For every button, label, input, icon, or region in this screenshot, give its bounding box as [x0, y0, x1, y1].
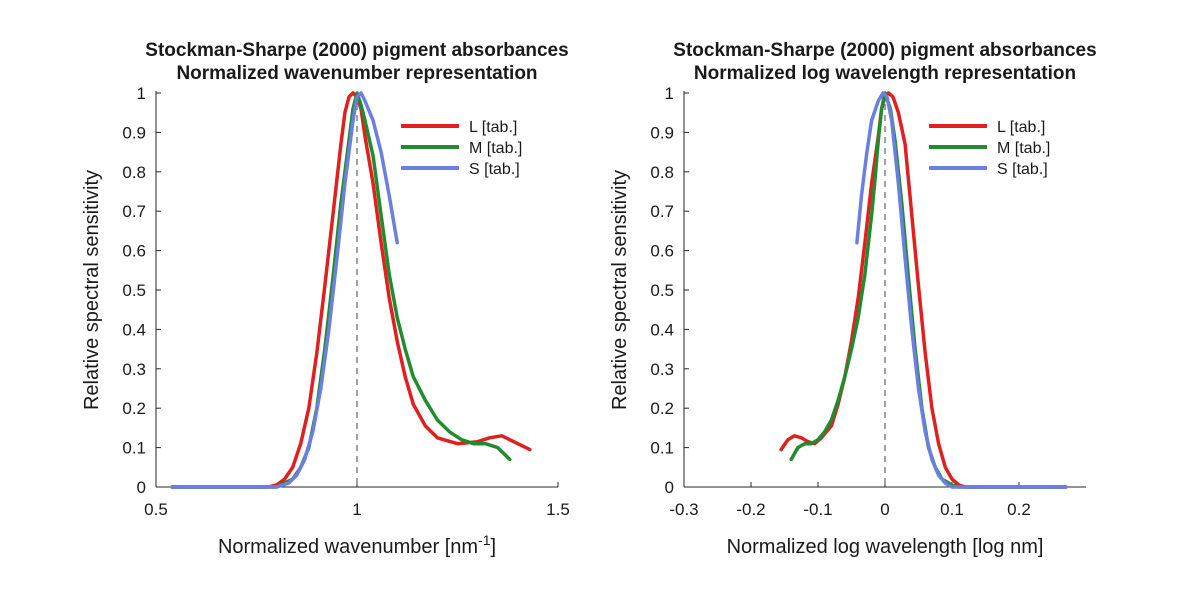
- x-tick-label: -0.1: [803, 500, 832, 519]
- x-tick-label: 1: [352, 500, 361, 519]
- y-tick-label: 0.8: [650, 163, 674, 182]
- x-axis-label-superscript: -1: [478, 532, 491, 548]
- y-axis-label: Relative spectral sensitivity: [81, 170, 103, 410]
- log-wavelength-chart: Stockman-Sharpe (2000) pigment absorbanc…: [609, 40, 1097, 558]
- y-tick-label: 0.1: [650, 439, 674, 458]
- legend-label-l: L [tab.]: [469, 119, 517, 136]
- chart-title-line-2: Normalized log wavelength representation: [694, 63, 1076, 84]
- x-tick-label: -0.3: [669, 500, 698, 519]
- x-axis-label-text: Normalized wavenumber [nm: [218, 536, 478, 558]
- x-tick-label: 0.2: [1007, 500, 1031, 519]
- series-line-s-cone: [170, 91, 399, 489]
- y-tick-label: 0: [137, 478, 146, 497]
- y-tick-label: 0.6: [650, 242, 674, 261]
- y-tick-label: 0.4: [122, 320, 146, 339]
- x-tick-label: 0.1: [940, 500, 964, 519]
- y-tick-label: 0.4: [650, 320, 674, 339]
- y-tick-label: 0.9: [122, 123, 146, 142]
- y-tick-label: 0.6: [122, 242, 146, 261]
- x-axis-label-suffix: ]: [491, 536, 497, 558]
- y-tick-label: 0.5: [122, 281, 146, 300]
- legend-label-m: M [tab.]: [469, 140, 522, 157]
- legend-label-m: M [tab.]: [997, 140, 1050, 157]
- x-axis-label: Normalized log wavelength [log nm]: [727, 536, 1044, 558]
- y-tick-label: 0: [665, 478, 674, 497]
- chart-title-line-2: Normalized wavenumber representation: [176, 63, 537, 84]
- x-tick-label: -0.2: [736, 500, 765, 519]
- legend-label-s: S [tab.]: [997, 161, 1048, 178]
- series-line-s-cone: [855, 91, 1068, 489]
- y-tick-label: 0.5: [650, 281, 674, 300]
- y-axis-label: Relative spectral sensitivity: [609, 170, 631, 410]
- chart-title-line-1: Stockman-Sharpe (2000) pigment absorbanc…: [673, 40, 1096, 61]
- y-tick-label: 1: [665, 84, 674, 103]
- chart-title-line-1: Stockman-Sharpe (2000) pigment absorbanc…: [145, 40, 568, 61]
- wavenumber-chart: Stockman-Sharpe (2000) pigment absorbanc…: [81, 40, 570, 558]
- x-tick-label: 0.5: [144, 500, 168, 519]
- y-tick-label: 0.9: [650, 123, 674, 142]
- x-tick-label: 1.5: [546, 500, 570, 519]
- y-tick-label: 0.2: [650, 399, 674, 418]
- y-tick-label: 0.2: [122, 399, 146, 418]
- y-tick-label: 0.7: [650, 202, 674, 221]
- y-tick-label: 0.3: [122, 360, 146, 379]
- y-tick-label: 0.1: [122, 439, 146, 458]
- y-tick-label: 0.8: [122, 163, 146, 182]
- x-tick-label: 0: [880, 500, 889, 519]
- y-tick-label: 1: [137, 84, 146, 103]
- legend-label-s: S [tab.]: [469, 161, 520, 178]
- legend-label-l: L [tab.]: [997, 119, 1045, 136]
- x-axis-label: Normalized wavenumber [nm-1]: [218, 532, 496, 558]
- y-tick-label: 0.3: [650, 360, 674, 379]
- y-tick-label: 0.7: [122, 202, 146, 221]
- x-axis-label-text: Normalized log wavelength [log nm]: [727, 536, 1044, 558]
